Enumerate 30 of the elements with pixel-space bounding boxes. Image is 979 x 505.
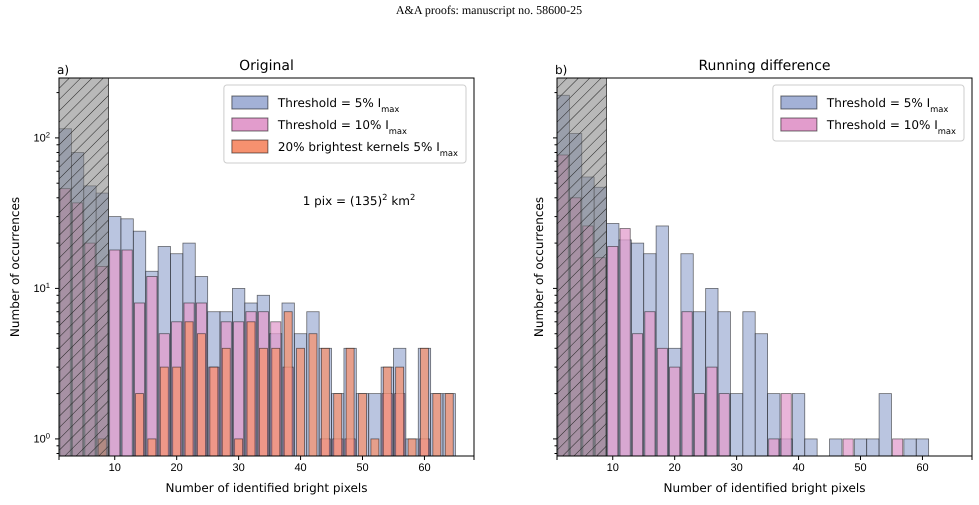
x-tick-label: 10 [108,462,121,474]
legend-label: Threshold = 10% I$_{max}$ [276,118,408,136]
y-tick-label: 10$^{1}$ [33,280,50,295]
x-tick-label: 60 [916,462,929,474]
x-tick-label: 60 [418,462,431,474]
x-axis-title: Number of identified bright pixels [165,481,368,495]
x-tick-label: 50 [356,462,369,474]
chart-title: Original [239,58,294,74]
legend-label: Threshold = 5% I$_{max}$ [276,96,400,114]
y-axis-title: Number of occurrences [8,196,22,338]
x-tick-label: 20 [170,462,183,474]
x-tick-label: 40 [294,462,307,474]
x-tick-label: 40 [792,462,805,474]
x-tick-label: 20 [668,462,681,474]
x-tick-label: 30 [232,462,245,474]
x-tick-label: 10 [606,462,619,474]
y-tick-label: 10$^{2}$ [33,130,50,144]
x-tick-label: 30 [730,462,743,474]
legend-label: 20% brightest kernels 5% I$_{max}$ [278,140,458,158]
text: A&A proofs: manuscript no. 58600-25 [396,3,582,17]
y-tick-label: 10$^{0}$ [33,430,50,446]
annotation: 1 pix = (135)$^{2}$ km$^{2}$ [302,192,416,208]
text: a) [57,63,70,77]
legend-label: Threshold = 10% I$_{max}$ [826,118,956,136]
y-axis-title: Number of occurrences [532,196,546,338]
chart-title: Running difference [698,58,831,74]
x-tick-label: 50 [854,462,867,474]
x-axis-title: Number of identified bright pixels [663,481,866,495]
text: b) [555,63,568,77]
legend-label: Threshold = 5% I$_{max}$ [826,96,948,114]
